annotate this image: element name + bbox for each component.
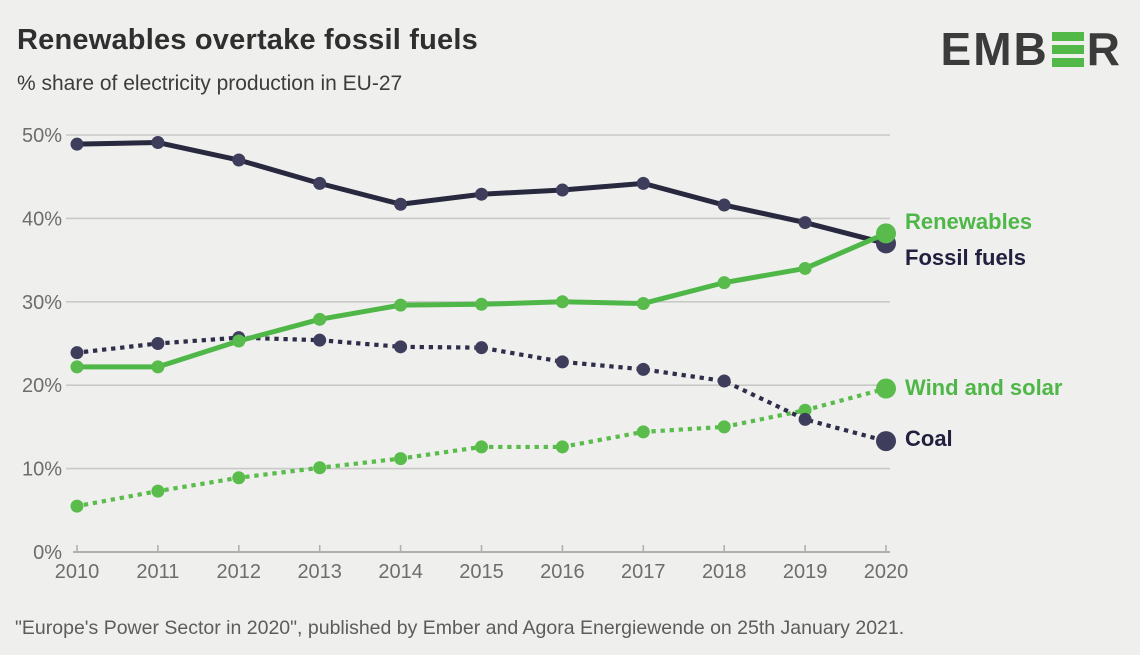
source-attribution: "Europe's Power Sector in 2020", publish…: [15, 617, 905, 639]
data-point-fossil_fuels: [232, 153, 246, 167]
data-point-coal: [70, 346, 84, 360]
x-axis-tick-label: 2017: [621, 561, 666, 583]
page-subtitle: % share of electricity production in EU-…: [17, 72, 403, 95]
series-label-coal: Coal: [905, 426, 953, 451]
data-point-wind_and_solar: [394, 452, 408, 466]
data-point-renewables: [232, 334, 246, 348]
data-point-fossil_fuels: [151, 136, 165, 150]
data-point-wind_and_solar: [475, 440, 488, 454]
data-point-coal: [313, 333, 327, 347]
page-title: Renewables overtake fossil fuels: [17, 24, 478, 56]
data-point-wind_and_solar: [313, 461, 327, 475]
data-point-wind_and_solar: [798, 403, 812, 417]
end-data-point-wind_and_solar: [876, 378, 896, 399]
x-axis-tick-label: 2014: [378, 561, 423, 583]
y-axis-tick-label: 20%: [22, 375, 62, 397]
ember-green-e-icon: [1051, 31, 1084, 67]
data-point-wind_and_solar: [717, 420, 731, 434]
y-axis-tick-label: 10%: [22, 459, 62, 481]
data-point-coal: [151, 337, 165, 350]
data-point-coal: [555, 355, 569, 369]
x-axis-tick-label: 2015: [459, 561, 504, 583]
series-label-fossil-fuels: Fossil fuels: [905, 245, 1027, 270]
data-point-fossil_fuels: [717, 198, 731, 212]
data-point-renewables: [475, 297, 488, 311]
x-axis-tick-label: 2011: [136, 561, 179, 583]
x-axis-tick-label: 2018: [702, 561, 747, 583]
data-point-wind_and_solar: [70, 499, 84, 513]
logo-text-right: R: [1086, 23, 1122, 75]
data-point-wind_and_solar: [555, 440, 569, 454]
x-axis-tick-label: 2012: [217, 561, 262, 583]
x-axis-tick-label: 2016: [540, 561, 585, 583]
ember-logo: EMB R: [941, 22, 1122, 76]
logo-text-left: EMB: [940, 23, 1049, 75]
x-axis-tick-label: 2019: [783, 561, 828, 583]
y-axis-tick-label: 40%: [22, 208, 62, 230]
data-point-fossil_fuels: [798, 216, 812, 230]
data-point-wind_and_solar: [636, 425, 650, 439]
x-axis-tick-label: 2020: [864, 561, 909, 583]
data-point-renewables: [798, 261, 812, 275]
end-data-point-coal: [876, 431, 896, 452]
data-point-fossil_fuels: [313, 176, 327, 190]
data-point-coal: [475, 341, 488, 355]
data-point-fossil_fuels: [394, 197, 408, 211]
data-point-renewables: [394, 298, 408, 312]
data-point-coal: [394, 340, 408, 354]
series-label-wind-and-solar: Wind and solar: [905, 375, 1063, 400]
data-point-fossil_fuels: [555, 183, 569, 197]
data-point-coal: [636, 362, 650, 376]
data-point-fossil_fuels: [475, 187, 488, 201]
x-axis-tick-label: 2013: [297, 561, 342, 583]
series-label-renewables: Renewables: [905, 209, 1033, 234]
data-point-fossil_fuels: [70, 137, 84, 151]
data-point-renewables: [151, 360, 165, 374]
y-axis-tick-label: 50%: [22, 125, 62, 147]
series-line-coal: [74, 335, 889, 444]
data-point-renewables: [555, 295, 569, 309]
x-axis-tick-label: 2010: [55, 561, 100, 583]
y-axis-tick-label: 30%: [22, 292, 62, 314]
data-point-wind_and_solar: [151, 484, 165, 498]
data-point-fossil_fuels: [636, 176, 650, 190]
data-point-renewables: [313, 312, 327, 326]
data-point-renewables: [636, 296, 650, 310]
data-point-coal: [717, 374, 731, 388]
data-point-coal: [798, 412, 812, 426]
end-data-point-renewables: [876, 223, 896, 244]
data-point-renewables: [70, 360, 84, 374]
data-point-renewables: [717, 276, 731, 290]
data-point-wind_and_solar: [232, 471, 246, 485]
y-axis-tick-label: 0%: [33, 542, 62, 564]
